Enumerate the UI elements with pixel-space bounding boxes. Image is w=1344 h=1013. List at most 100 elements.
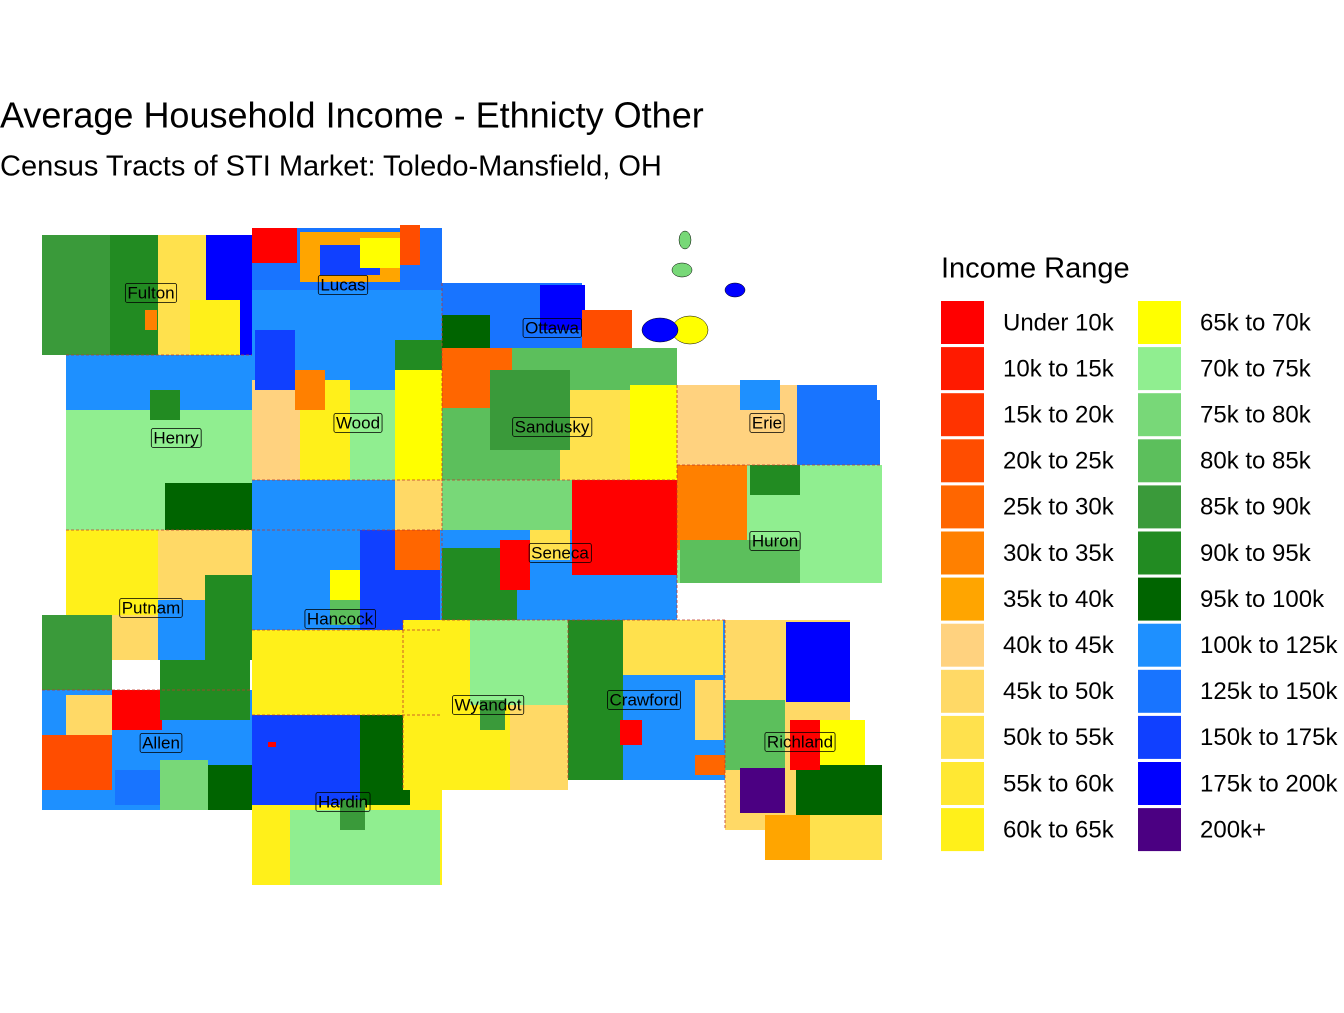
legend-swatch xyxy=(1138,301,1181,344)
tract xyxy=(66,530,158,615)
legend-swatch xyxy=(941,762,984,805)
county-name: Wyandot xyxy=(455,695,522,714)
legend-label: 95k to 100k xyxy=(1200,586,1325,613)
county-label: Richland xyxy=(764,732,836,752)
tract xyxy=(568,620,623,780)
legend-label: 50k to 55k xyxy=(1003,724,1115,751)
tract xyxy=(190,300,240,355)
tract xyxy=(680,540,800,583)
tract xyxy=(395,530,440,570)
tract xyxy=(395,480,442,530)
county-name: Erie xyxy=(752,413,782,432)
tract xyxy=(395,370,442,480)
tract xyxy=(572,480,677,575)
legend-label: 100k to 125k xyxy=(1200,632,1338,659)
county-label-box xyxy=(607,690,681,710)
county-label-box xyxy=(139,733,183,753)
county-label: Seneca xyxy=(528,543,592,563)
legend-label: 65k to 70k xyxy=(1200,309,1312,336)
map xyxy=(42,225,882,885)
tract xyxy=(510,705,568,790)
county-label: Wood xyxy=(333,413,383,433)
county-label-box xyxy=(124,283,178,303)
county-name: Huron xyxy=(752,531,798,550)
tract xyxy=(115,770,160,805)
legend-label: 70k to 75k xyxy=(1200,355,1312,382)
tract xyxy=(740,768,785,813)
tract xyxy=(350,390,395,480)
tract xyxy=(252,228,297,263)
county-name: Wood xyxy=(336,413,380,432)
tract xyxy=(480,700,505,730)
county-label: Ottawa xyxy=(522,318,582,338)
legend-label: 150k to 175k xyxy=(1200,724,1338,751)
tract xyxy=(500,540,530,590)
legend-label: 60k to 65k xyxy=(1003,816,1115,843)
legend-label: 80k to 85k xyxy=(1200,448,1312,475)
island xyxy=(671,262,693,278)
tract xyxy=(295,370,325,410)
county-label: Hancock xyxy=(304,609,376,629)
legend-swatch xyxy=(941,715,984,759)
county-label: Lucas xyxy=(317,275,369,295)
county-label: Hardin xyxy=(315,792,371,812)
legend-swatch xyxy=(1138,347,1181,391)
tract xyxy=(165,483,252,530)
tract xyxy=(145,310,157,330)
county-name: Ottawa xyxy=(525,318,579,337)
county-name: Hancock xyxy=(307,609,374,628)
island xyxy=(641,317,679,343)
legend-label: 45k to 50k xyxy=(1003,678,1115,705)
legend-label: 25k to 30k xyxy=(1003,494,1115,521)
county-label-box xyxy=(522,318,582,338)
tract xyxy=(750,465,800,495)
legend-swatch xyxy=(1138,715,1181,759)
county-label-box xyxy=(749,413,785,433)
legend-label: 10k to 15k xyxy=(1003,355,1115,382)
legend: Under 10k 10k to 15k 15k to 20k 20k to 25k 2… xyxy=(941,301,1338,852)
tract xyxy=(42,615,112,695)
county-name: Seneca xyxy=(531,543,589,562)
title: Average Household Income - Ethnicty Othe… xyxy=(0,95,704,136)
legend-swatch xyxy=(1138,623,1181,667)
tract xyxy=(66,695,112,735)
county-label-box xyxy=(315,792,371,812)
legend-label: 30k to 35k xyxy=(1003,540,1115,567)
county-label-box xyxy=(119,598,183,618)
legend-label: 200k+ xyxy=(1200,816,1266,843)
county-label-box xyxy=(764,732,836,752)
legend-label: 90k to 95k xyxy=(1200,540,1312,567)
county-name: Richland xyxy=(767,732,833,751)
tract xyxy=(360,238,400,268)
legend-swatch xyxy=(1138,393,1181,437)
legend-swatch xyxy=(941,623,984,667)
county-label: Sandusky xyxy=(512,417,593,437)
tract xyxy=(255,330,295,390)
tract xyxy=(42,735,112,790)
tract xyxy=(623,620,723,675)
tract xyxy=(786,622,850,702)
tract xyxy=(582,310,632,350)
legend-swatch xyxy=(941,393,984,437)
legend-swatch xyxy=(1138,808,1181,852)
county-name: Allen xyxy=(142,733,180,752)
county-label: Allen xyxy=(139,733,183,753)
tract xyxy=(208,765,252,810)
tract xyxy=(400,225,420,265)
tract xyxy=(112,690,162,730)
tract xyxy=(677,465,747,550)
legend-swatch xyxy=(941,347,984,391)
tract xyxy=(765,815,810,860)
legend-swatch xyxy=(941,808,984,852)
tract xyxy=(470,620,568,705)
legend-label: 20k to 25k xyxy=(1003,448,1115,475)
legend-label: 55k to 60k xyxy=(1003,770,1115,797)
legend-swatch xyxy=(1138,485,1181,529)
tract xyxy=(540,285,585,330)
county-label-box xyxy=(452,695,525,715)
legend-label: 40k to 45k xyxy=(1003,632,1115,659)
legend-swatch xyxy=(941,531,984,575)
county-name: Crawford xyxy=(610,690,679,709)
county-name: Henry xyxy=(153,428,199,447)
tract xyxy=(150,390,180,420)
